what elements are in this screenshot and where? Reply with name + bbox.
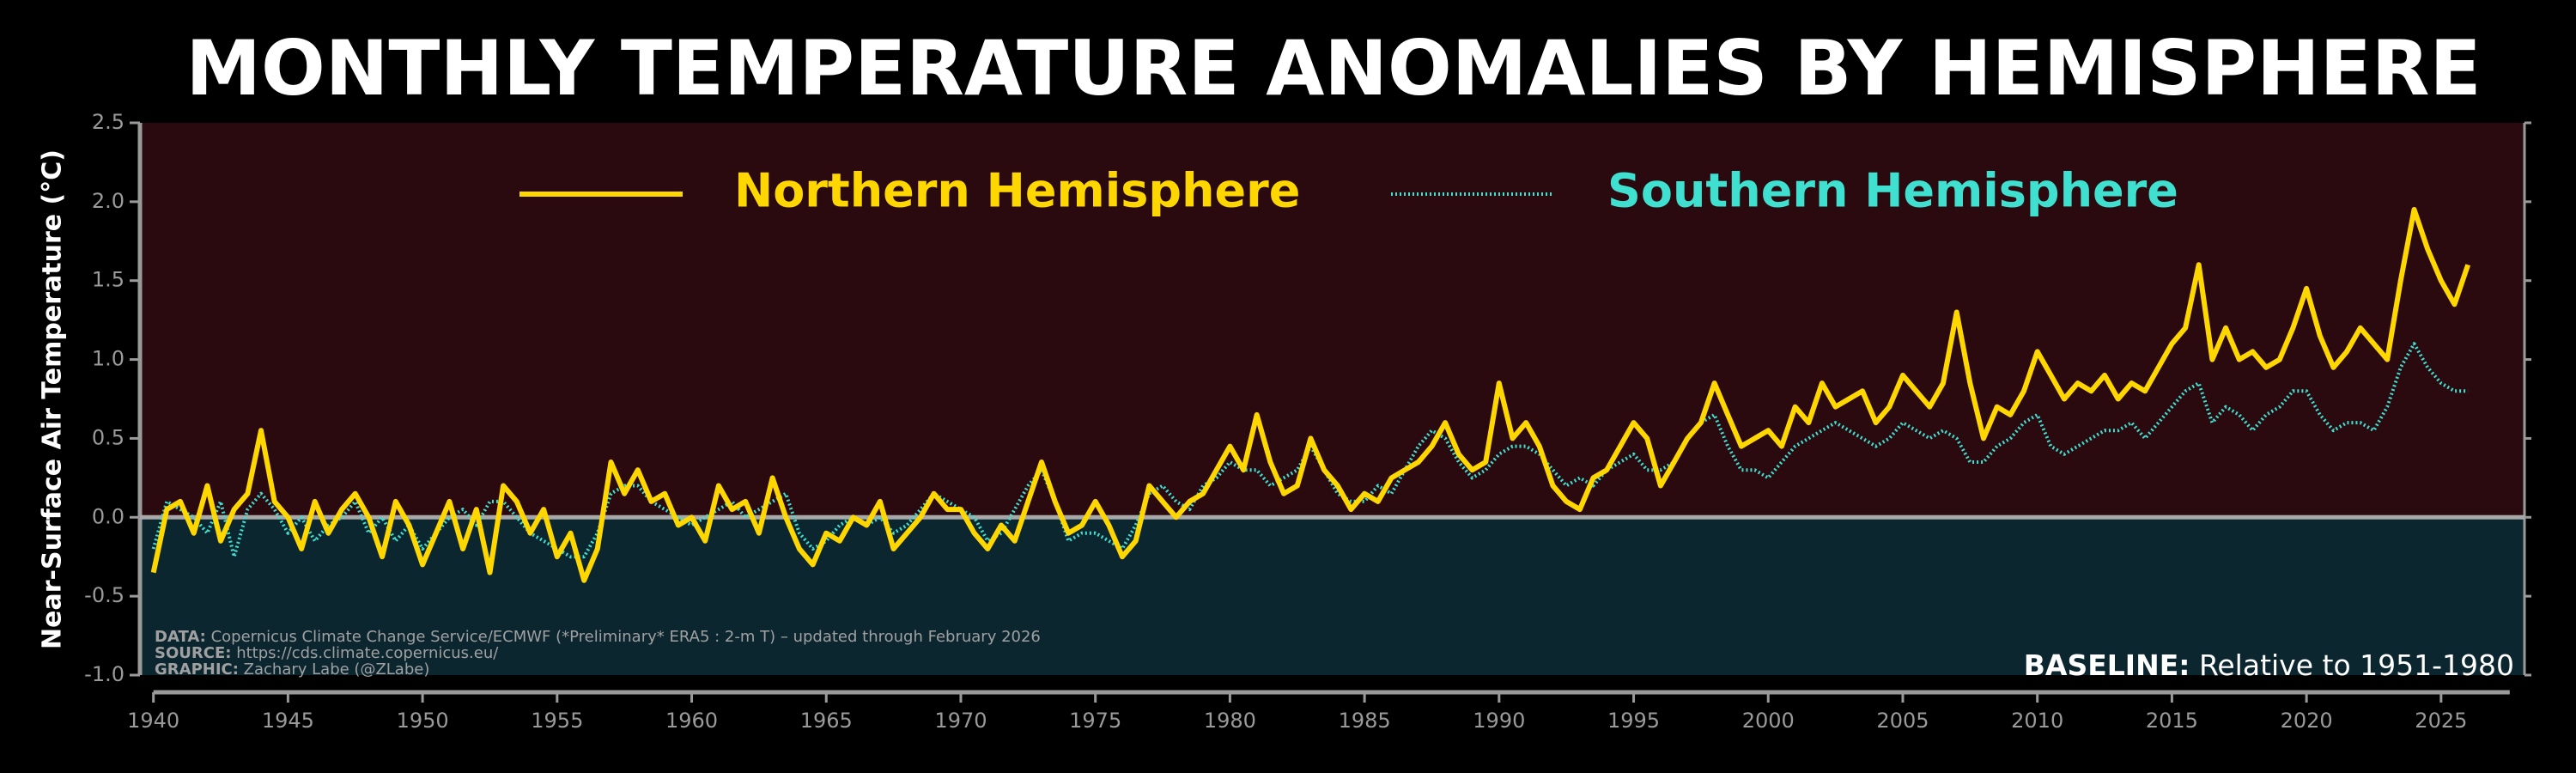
x-tick-label: 1990	[1473, 709, 1525, 733]
chart-title: MONTHLY TEMPERATURE ANOMALIES BY HEMISPH…	[185, 24, 2481, 113]
x-tick-label: 2010	[2011, 709, 2063, 733]
note-label: SOURCE:	[155, 644, 231, 662]
note: GRAPHIC: Zachary Labe (@ZLabe)	[155, 660, 429, 679]
y-tick-label: 1.0	[92, 347, 125, 371]
legend-label: Southern Hemisphere	[1607, 164, 2178, 218]
x-tick-label: 1985	[1339, 709, 1391, 733]
y-tick-label: 0.5	[92, 425, 125, 449]
plot-background-above	[140, 123, 2524, 518]
x-tick-label: 1975	[1069, 709, 1121, 733]
x-tick-label: 2015	[2146, 709, 2198, 733]
x-tick-label: 2005	[1876, 709, 1929, 733]
x-tick-label: 2025	[2415, 709, 2467, 733]
plot-background-below	[140, 517, 2524, 675]
y-tick-label: 2.0	[92, 189, 125, 213]
note-text: Zachary Labe (@ZLabe)	[244, 660, 430, 679]
note: SOURCE: https://cds.climate.copernicus.e…	[155, 644, 499, 662]
note-text: https://cds.climate.copernicus.eu/	[236, 644, 499, 662]
x-tick-label: 1955	[531, 709, 583, 733]
legend-label: Northern Hemisphere	[734, 164, 1300, 218]
x-tick-label: 1980	[1204, 709, 1256, 733]
y-tick-label: -0.5	[84, 583, 125, 607]
x-tick-label: 1965	[800, 709, 853, 733]
note-label: GRAPHIC:	[155, 660, 239, 679]
x-tick-label: 1970	[934, 709, 987, 733]
x-tick-label: 2000	[1742, 709, 1795, 733]
baseline-text: Relative to 1951-1980	[2199, 648, 2514, 682]
y-tick-label: 2.5	[92, 110, 125, 134]
note-text: Copernicus Climate Change Service/ECMWF …	[211, 628, 1041, 646]
x-tick-label: 1940	[127, 709, 179, 733]
x-tick-label: 1960	[665, 709, 718, 733]
y-tick-label: 1.5	[92, 268, 125, 292]
y-tick-label: -1.0	[84, 662, 125, 686]
y-tick-label: 0.0	[92, 504, 125, 528]
series-line	[150, 207, 2471, 583]
x-tick-label: 2020	[2281, 709, 2333, 733]
note: DATA: Copernicus Climate Change Service/…	[155, 628, 1041, 646]
y-axis-label: Near-Surface Air Temperature (°C)	[38, 149, 68, 649]
x-tick-label: 1995	[1607, 709, 1660, 733]
baseline-label: BASELINE:	[2024, 648, 2190, 682]
x-tick-label: 1950	[397, 709, 449, 733]
x-tick-label: 1945	[262, 709, 314, 733]
baseline-note: BASELINE: Relative to 1951-1980	[2024, 648, 2514, 682]
note-label: DATA:	[155, 628, 206, 646]
